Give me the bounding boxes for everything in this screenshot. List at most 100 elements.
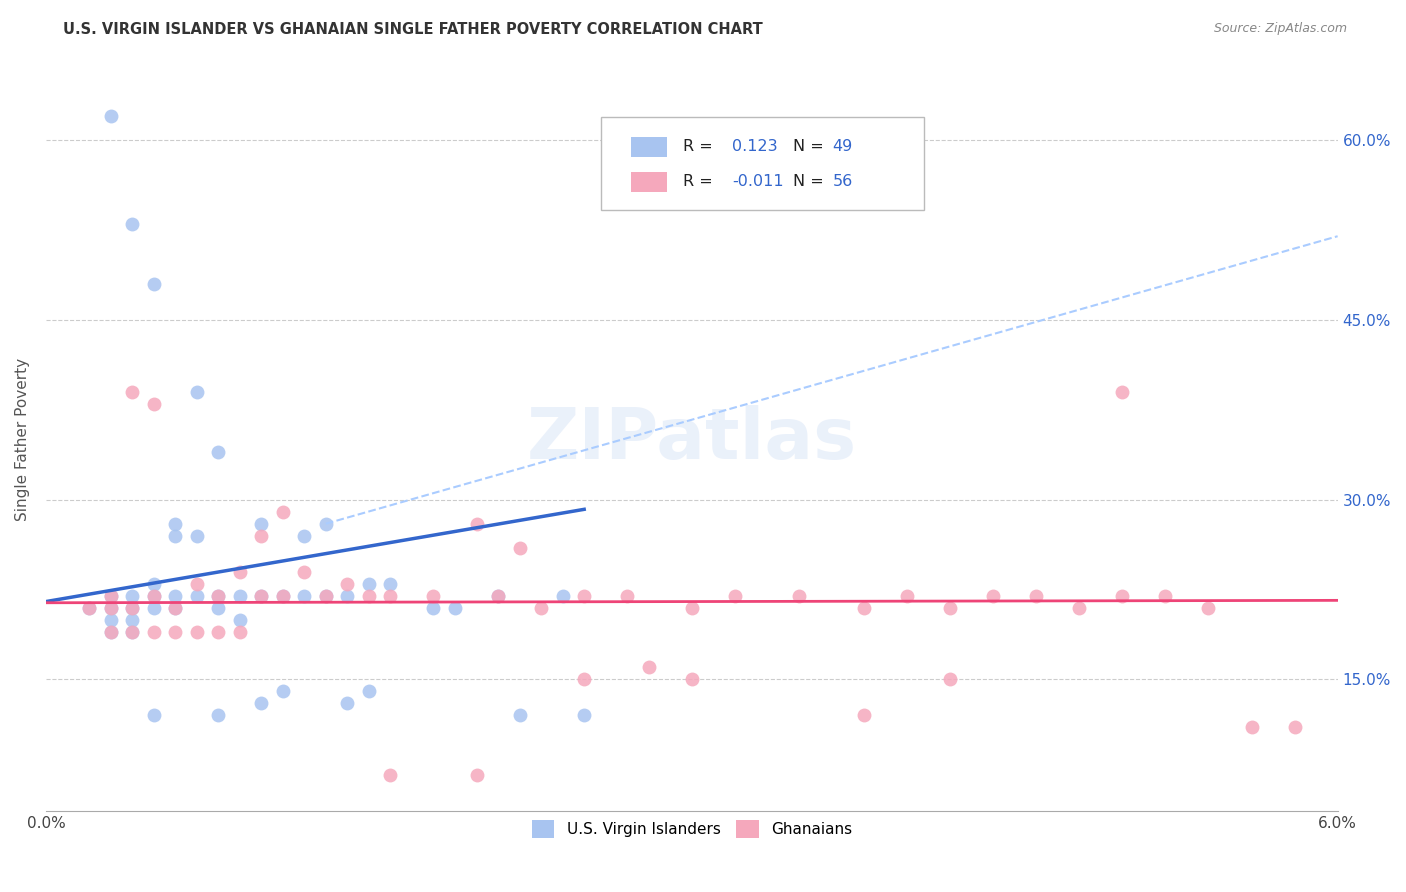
Point [357, 576, 380, 591]
Point [336, 697, 359, 711]
Point [121, 613, 143, 627]
Text: 56: 56 [832, 175, 853, 189]
Point [551, 589, 574, 603]
Point [1154, 589, 1177, 603]
Point [250, 697, 273, 711]
Point [186, 624, 208, 639]
Point [853, 600, 876, 615]
Point [165, 600, 187, 615]
Point [271, 589, 294, 603]
Point [165, 529, 187, 543]
Point [1240, 720, 1263, 734]
Point [1111, 589, 1133, 603]
Point [271, 684, 294, 698]
Point [121, 589, 143, 603]
Point [77, 600, 100, 615]
Point [121, 600, 143, 615]
Point [315, 516, 337, 531]
Point [142, 589, 165, 603]
Point [1284, 720, 1306, 734]
Point [100, 624, 122, 639]
Point [121, 624, 143, 639]
Point [207, 624, 229, 639]
Point [572, 589, 595, 603]
Point [207, 589, 229, 603]
FancyBboxPatch shape [631, 136, 668, 157]
Point [100, 613, 122, 627]
Point [186, 529, 208, 543]
Point [207, 589, 229, 603]
Point [724, 589, 747, 603]
Text: N =: N = [793, 139, 824, 154]
Point [271, 505, 294, 519]
Text: N =: N = [793, 175, 824, 189]
Point [165, 600, 187, 615]
Point [444, 600, 467, 615]
Text: U.S. VIRGIN ISLANDER VS GHANAIAN SINGLE FATHER POVERTY CORRELATION CHART: U.S. VIRGIN ISLANDER VS GHANAIAN SINGLE … [63, 22, 763, 37]
Point [336, 576, 359, 591]
FancyBboxPatch shape [631, 171, 668, 193]
Point [681, 600, 703, 615]
Point [228, 613, 250, 627]
FancyBboxPatch shape [602, 117, 924, 210]
Point [939, 673, 962, 687]
Point [896, 589, 918, 603]
Point [616, 589, 638, 603]
Point [142, 624, 165, 639]
Point [380, 768, 402, 782]
Point [357, 684, 380, 698]
Point [853, 708, 876, 723]
Text: 0.123: 0.123 [733, 139, 778, 154]
Point [357, 589, 380, 603]
Point [165, 516, 187, 531]
Point [1198, 600, 1220, 615]
Point [165, 589, 187, 603]
Text: R =: R = [683, 139, 713, 154]
Point [939, 600, 962, 615]
Point [121, 624, 143, 639]
Point [509, 708, 531, 723]
Point [100, 589, 122, 603]
Point [380, 589, 402, 603]
Point [572, 708, 595, 723]
Point [100, 624, 122, 639]
Point [207, 600, 229, 615]
Point [271, 589, 294, 603]
Point [121, 600, 143, 615]
Point [465, 768, 488, 782]
Point [228, 565, 250, 579]
Text: -0.011: -0.011 [733, 175, 783, 189]
Point [789, 589, 811, 603]
Point [981, 589, 1004, 603]
Point [1025, 589, 1047, 603]
Point [250, 589, 273, 603]
Point [315, 589, 337, 603]
Point [465, 516, 488, 531]
Point [100, 600, 122, 615]
Point [250, 529, 273, 543]
Point [509, 541, 531, 555]
Point [315, 589, 337, 603]
Point [228, 589, 250, 603]
Point [142, 397, 165, 411]
Point [100, 600, 122, 615]
Text: Source: ZipAtlas.com: Source: ZipAtlas.com [1213, 22, 1347, 36]
Point [77, 600, 100, 615]
Point [486, 589, 509, 603]
Point [336, 589, 359, 603]
Point [380, 576, 402, 591]
Point [637, 660, 659, 674]
Point [292, 529, 315, 543]
Point [142, 576, 165, 591]
Point [292, 565, 315, 579]
Point [121, 384, 143, 399]
Point [207, 708, 229, 723]
Point [572, 673, 595, 687]
Text: ZIPatlas: ZIPatlas [527, 405, 856, 475]
Point [681, 673, 703, 687]
Point [1111, 384, 1133, 399]
Point [486, 589, 509, 603]
Point [228, 624, 250, 639]
Point [250, 516, 273, 531]
Point [100, 589, 122, 603]
